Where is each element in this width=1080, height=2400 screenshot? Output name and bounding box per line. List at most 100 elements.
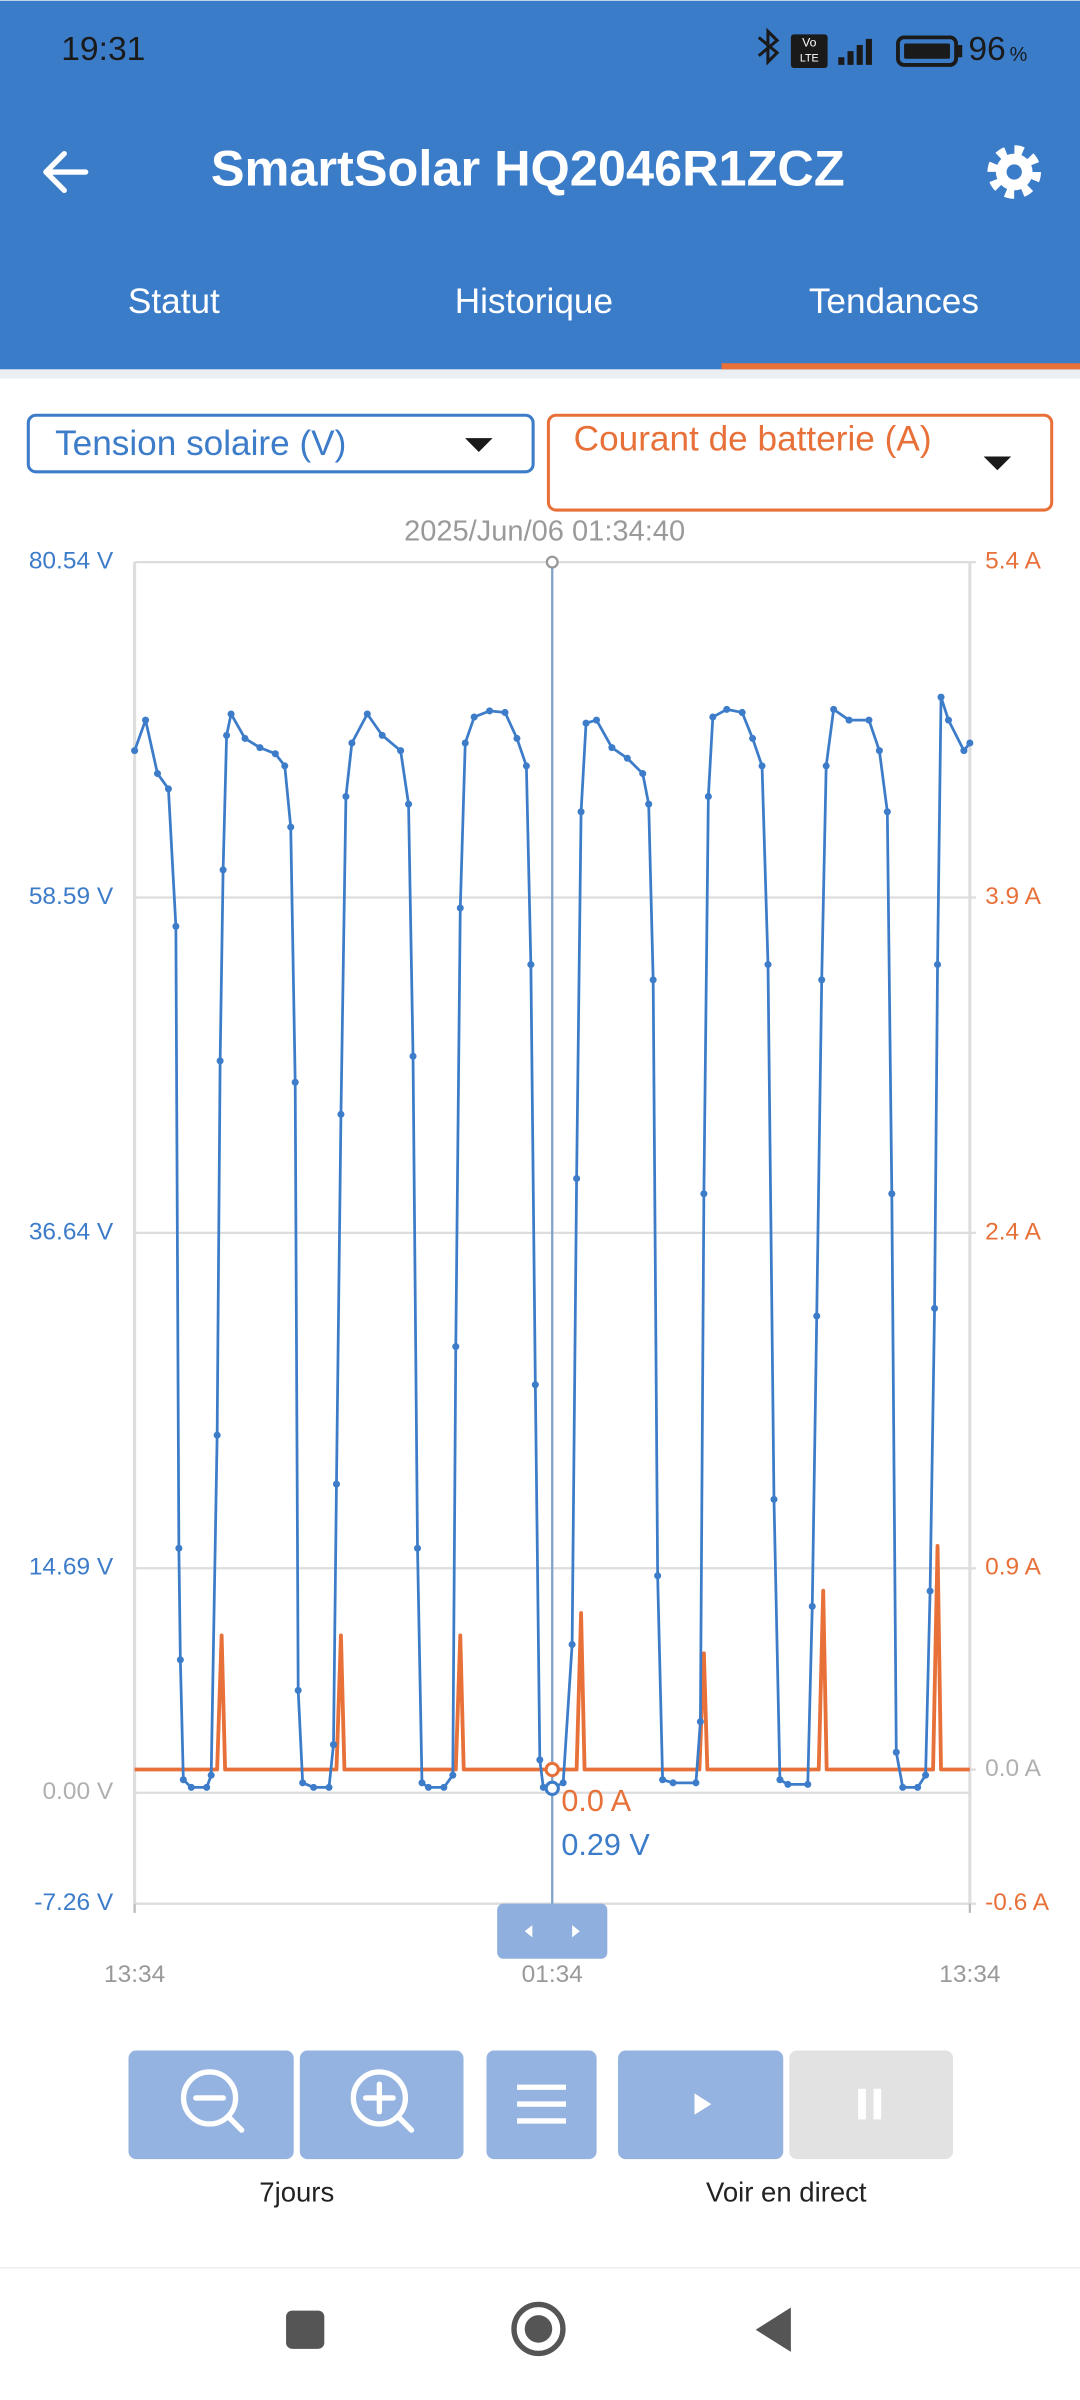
data-point: [944, 716, 952, 724]
data-point: [287, 823, 295, 831]
battery-icon: [896, 35, 959, 67]
data-point: [582, 719, 590, 727]
y-tick-label: -7.26 V: [34, 1889, 114, 1916]
data-point: [700, 1190, 708, 1198]
data-point: [413, 1544, 422, 1552]
data-point: [568, 1641, 576, 1649]
data-point: [223, 731, 231, 739]
tab[interactable]: Historique: [455, 282, 613, 321]
data-point: [654, 1572, 662, 1580]
data-point: [875, 747, 883, 755]
x-tick-label: 13:34: [939, 1961, 1000, 1988]
zoom-in-icon: [362, 2081, 415, 2133]
data-point: [203, 1783, 211, 1791]
zoom-out-icon: [193, 2095, 245, 2133]
data-point: [639, 770, 647, 778]
y-tick-label: 58.59 V: [29, 883, 114, 910]
pause-button[interactable]: [789, 2050, 954, 2160]
data-point: [758, 762, 766, 770]
right-series-select[interactable]: [546, 413, 1054, 512]
data-point: [213, 1431, 221, 1439]
data-point: [966, 739, 974, 747]
data-point: [784, 1780, 792, 1788]
data-point: [179, 1776, 187, 1784]
data-point: [164, 785, 172, 793]
x-tick-label: 01:34: [522, 1961, 583, 1988]
y-tick-label: 80.54 V: [29, 548, 114, 575]
data-point: [623, 754, 631, 762]
data-point: [405, 800, 413, 808]
cursor-point: [544, 1761, 560, 1778]
data-point: [922, 1771, 930, 1779]
data-point: [776, 1776, 784, 1784]
data-point: [527, 961, 535, 969]
data-point: [888, 1190, 896, 1198]
data-point: [449, 1771, 457, 1779]
data-point: [342, 792, 350, 801]
tab[interactable]: Tendances: [809, 282, 979, 321]
cursor-value: 0.29 V: [561, 1828, 650, 1862]
data-point: [452, 1343, 460, 1351]
y2-tick-label: -0.6 A: [985, 1889, 1050, 1916]
data-point: [649, 976, 657, 984]
data-point: [470, 713, 478, 721]
bluetooth-icon: [757, 27, 780, 66]
back-button[interactable]: [43, 150, 89, 194]
back-nav-button[interactable]: [755, 2307, 791, 2352]
data-point: [299, 1779, 307, 1787]
cursor-timestamp: 2025/Jun/06 01:34:40: [404, 516, 685, 548]
gear-hole: [1006, 164, 1022, 180]
tab[interactable]: Statut: [128, 282, 220, 321]
data-point: [363, 710, 371, 718]
volte-text: LTE: [800, 53, 819, 65]
data-point: [764, 961, 772, 969]
data-point: [704, 792, 712, 801]
data-point: [573, 1174, 581, 1183]
data-point: [692, 1779, 700, 1787]
data-point: [325, 1783, 333, 1791]
y2-tick-label: 2.4 A: [985, 1218, 1041, 1245]
volte-badge: [790, 34, 828, 68]
page-title: SmartSolar HQ2046R1ZCZ: [211, 139, 845, 196]
recents-button[interactable]: [286, 2310, 325, 2349]
data-point: [153, 770, 162, 778]
cursor-handle[interactable]: [497, 1903, 608, 1959]
data-point: [409, 1052, 417, 1060]
status-time: 19:31: [61, 31, 145, 68]
data-point: [770, 1495, 778, 1503]
left-series-select[interactable]: [26, 413, 535, 474]
settings-button[interactable]: [987, 145, 1041, 199]
series-line: [134, 1544, 970, 1772]
data-point: [845, 716, 853, 724]
signal-icon: [838, 38, 872, 65]
data-point: [337, 1110, 345, 1118]
data-point: [738, 708, 746, 716]
data-point: [865, 716, 873, 724]
dropdown-arrow: [983, 456, 1012, 471]
data-point: [804, 1780, 812, 1788]
zoom-label: 7jours: [259, 2177, 334, 2208]
data-point: [926, 1587, 934, 1595]
data-point: [822, 762, 830, 770]
data-point: [749, 734, 757, 742]
tab-bar: Statut Historique Tendances: [128, 282, 1080, 370]
dropdown-arrow: [465, 438, 493, 452]
data-point: [818, 976, 826, 984]
menu-icon: [517, 2084, 567, 2124]
data-point: [216, 1057, 224, 1065]
data-point: [513, 734, 521, 742]
data-point: [172, 922, 180, 930]
data-point: [522, 762, 530, 770]
home-button[interactable]: [511, 2301, 566, 2357]
active-tab-indicator: [721, 363, 1080, 370]
left-series-name: Tension solaire (V): [55, 424, 346, 463]
zoom-out-button[interactable]: [128, 2050, 294, 2160]
data-point: [440, 1783, 448, 1791]
data-point: [608, 744, 616, 752]
y2-tick-label: 0.0 A: [985, 1755, 1041, 1782]
data-point: [960, 747, 968, 755]
home-dot: [524, 2315, 553, 2343]
